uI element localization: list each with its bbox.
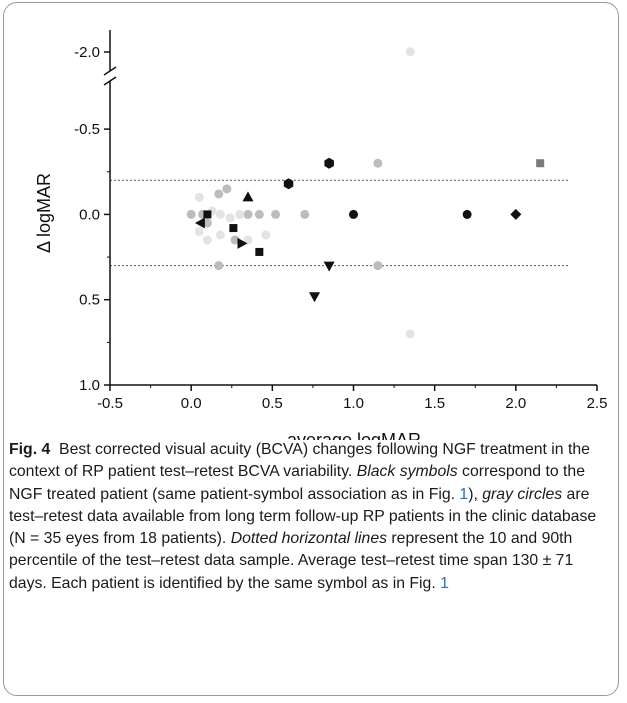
caption-text: ), <box>468 485 483 503</box>
caption-text: represent the 10 and 90th percentile of … <box>9 530 574 592</box>
y-axis-break-mark <box>103 66 117 76</box>
axes: -2.0-0.50.00.51.0-0.5 0.0 0.5 1.0 1.5 2.0 2.5 <box>74 30 607 412</box>
data-point-circle <box>215 209 225 219</box>
figure-frame <box>3 2 619 696</box>
data-points <box>186 47 545 339</box>
x-tick-label: 0.0 <box>181 395 202 412</box>
data-point-circle <box>261 230 271 240</box>
data-point-circle <box>243 235 253 245</box>
reference-lines <box>110 179 570 267</box>
data-point-circle <box>215 230 225 240</box>
figure-caption: Fig. 4 Best corrected visual acuity (BCV… <box>9 439 609 595</box>
y-tick-label: 0.5 <box>79 292 100 309</box>
y-axis-break-mark <box>103 76 117 86</box>
x-tick-label: 0.5 <box>262 395 283 412</box>
data-point-circle <box>405 47 415 57</box>
y-tick-label: -2.0 <box>74 44 100 61</box>
data-point-circle <box>225 213 235 223</box>
caption-text: Best corrected visual acuity (BCVA) chan… <box>9 441 590 481</box>
data-point-circle <box>235 209 245 219</box>
caption-text: correspond to the NGF treated patient (s… <box>9 463 585 503</box>
data-point-circle <box>214 261 224 271</box>
data-point-circle <box>202 218 212 228</box>
data-point-circle <box>243 209 253 219</box>
data-point-circle <box>230 235 240 245</box>
data-point-circle <box>300 209 310 219</box>
x-tick-label: 1.0 <box>343 395 364 412</box>
data-point-circle <box>349 209 358 219</box>
x-tick-label: -0.5 <box>97 395 123 412</box>
data-point-circle <box>214 189 224 199</box>
data-point-square <box>255 247 264 256</box>
y-tick-label: 0.0 <box>79 206 100 223</box>
figure-link[interactable]: 1 <box>459 485 469 503</box>
data-point-hexagon <box>324 157 334 169</box>
data-point-circle <box>462 209 472 219</box>
x-tick-label: 1.5 <box>424 395 445 412</box>
x-tick-label: 2.0 <box>505 395 526 412</box>
data-point-diamond <box>510 208 522 220</box>
figure-link[interactable]: 1 <box>440 574 449 592</box>
y-tick-label: 1.0 <box>79 377 100 394</box>
data-point-circle <box>405 329 415 339</box>
data-point-circle <box>271 209 281 219</box>
data-point-square <box>536 159 545 168</box>
bland-altman-chart: -2.0-0.50.00.51.0-0.5 0.0 0.5 1.0 1.5 2.0 2.5 … <box>34 30 607 440</box>
x-axis-title: average logMAR <box>287 430 421 440</box>
data-point-circle <box>194 192 204 202</box>
figure-label: Fig. 4 <box>9 441 51 458</box>
y-axis-title: Δ logMAR <box>34 173 54 253</box>
data-point-circle <box>373 261 383 271</box>
data-point-triangle-right <box>237 237 248 249</box>
caption-italic-gray-circles: gray circles <box>482 485 563 503</box>
data-point-triangle-up <box>242 191 254 202</box>
y-tick-label: -0.5 <box>74 121 100 138</box>
caption-italic-dotted-lines: Dotted horizontal lines <box>230 530 388 548</box>
caption-text: are test–retest data available from long… <box>9 485 597 548</box>
data-point-triangle-left <box>194 217 205 229</box>
data-point-circle <box>186 209 196 219</box>
data-point-square <box>229 224 238 233</box>
data-point-circle <box>222 184 232 194</box>
data-point-hexagon <box>283 178 294 190</box>
data-point-circle <box>202 235 212 245</box>
data-point-square <box>203 210 212 219</box>
data-point-circle <box>373 158 383 168</box>
caption-italic-black-symbols: Black symbols <box>356 463 458 481</box>
data-point-triangle-down <box>309 292 321 303</box>
x-tick-label: 2.5 <box>587 395 608 412</box>
data-point-triangle-down <box>323 261 335 272</box>
data-point-circle <box>194 226 204 236</box>
data-point-circle <box>254 209 264 219</box>
